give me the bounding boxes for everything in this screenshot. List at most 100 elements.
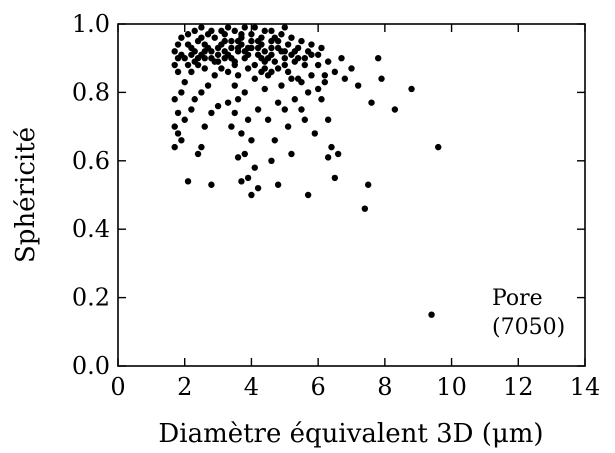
data-point xyxy=(254,37,262,45)
data-point xyxy=(241,150,248,158)
data-point xyxy=(288,150,295,158)
y-ticks: 0.0 0.2 0.4 0.6 0.8 1.0 xyxy=(72,10,585,380)
data-point xyxy=(284,68,292,76)
data-point xyxy=(311,130,319,137)
data-point xyxy=(231,61,238,69)
data-point xyxy=(301,116,308,123)
data-point xyxy=(308,41,315,48)
data-point xyxy=(171,96,178,103)
data-point xyxy=(201,65,208,72)
data-point xyxy=(251,164,258,171)
data-point xyxy=(244,65,252,72)
data-point xyxy=(378,75,385,82)
data-point xyxy=(174,68,182,76)
data-point xyxy=(228,123,235,130)
data-point xyxy=(234,37,242,45)
data-point xyxy=(254,184,262,192)
data-point xyxy=(221,55,228,62)
data-point xyxy=(291,96,298,103)
data-point xyxy=(338,55,345,62)
data-point xyxy=(181,116,188,123)
data-point xyxy=(241,89,248,96)
data-point xyxy=(228,55,235,62)
data-point xyxy=(274,65,282,72)
data-point xyxy=(244,174,252,182)
data-point xyxy=(188,51,195,58)
data-point xyxy=(184,61,192,69)
data-point xyxy=(208,55,215,62)
data-point xyxy=(261,58,268,65)
data-point xyxy=(188,68,195,76)
y-tick-label: 0.0 xyxy=(72,352,110,380)
x-tick-label: 0 xyxy=(110,373,125,401)
data-point xyxy=(331,68,339,76)
data-point xyxy=(211,72,218,79)
y-tick-label: 0.4 xyxy=(72,215,110,243)
data-point xyxy=(368,99,375,106)
y-tick-label: 0.6 xyxy=(72,147,110,175)
data-point xyxy=(361,205,369,212)
data-point xyxy=(234,96,242,103)
data-point xyxy=(171,123,178,130)
data-point xyxy=(171,143,178,151)
data-point xyxy=(364,181,372,188)
data-point xyxy=(218,65,225,72)
data-point xyxy=(308,72,315,79)
data-point xyxy=(281,61,288,69)
data-point xyxy=(228,37,235,45)
data-point xyxy=(354,82,362,89)
data-point xyxy=(204,82,212,89)
data-point xyxy=(251,61,258,69)
data-point xyxy=(304,191,312,199)
data-point xyxy=(174,130,182,137)
data-point xyxy=(208,109,215,117)
x-tick-label: 14 xyxy=(570,373,601,401)
data-point xyxy=(231,82,238,89)
data-point xyxy=(294,44,302,52)
data-point xyxy=(184,31,192,38)
data-point xyxy=(184,178,192,185)
data-point xyxy=(211,34,218,41)
data-point xyxy=(178,34,185,41)
annotation-line-1: Pore xyxy=(492,286,543,311)
data-point xyxy=(251,75,258,82)
data-point xyxy=(324,154,332,161)
data-point xyxy=(264,116,272,123)
data-point xyxy=(241,48,248,55)
data-point xyxy=(251,24,258,31)
data-point xyxy=(214,44,222,52)
y-tick-label: 0.8 xyxy=(72,78,110,106)
data-point xyxy=(234,44,242,52)
data-point xyxy=(234,72,242,79)
data-point xyxy=(194,55,202,62)
data-point xyxy=(324,116,332,123)
x-tick-label: 12 xyxy=(503,373,534,401)
data-point xyxy=(208,181,215,188)
data-point xyxy=(261,48,268,55)
plot-frame xyxy=(117,23,586,367)
data-point xyxy=(191,96,198,103)
data-point xyxy=(248,31,255,38)
data-point xyxy=(201,48,208,55)
data-point xyxy=(178,89,185,96)
data-point xyxy=(234,154,242,161)
x-tick-label: 2 xyxy=(177,373,192,401)
data-point xyxy=(284,123,292,130)
data-point xyxy=(271,58,278,65)
data-point xyxy=(281,106,288,113)
data-point xyxy=(218,27,225,35)
data-point xyxy=(231,27,238,35)
data-point xyxy=(314,61,322,69)
data-point xyxy=(248,44,255,52)
x-ticks: 0 2 4 6 8 10 12 14 xyxy=(110,24,600,401)
data-point xyxy=(274,44,282,52)
data-point xyxy=(341,75,349,82)
data-point xyxy=(171,48,178,55)
x-tick-label: 6 xyxy=(311,373,326,401)
data-point xyxy=(281,48,288,55)
y-tick-label: 0.2 xyxy=(72,284,110,312)
data-point xyxy=(214,58,222,65)
data-point xyxy=(244,116,252,123)
data-point xyxy=(191,27,198,35)
data-point xyxy=(318,44,325,52)
